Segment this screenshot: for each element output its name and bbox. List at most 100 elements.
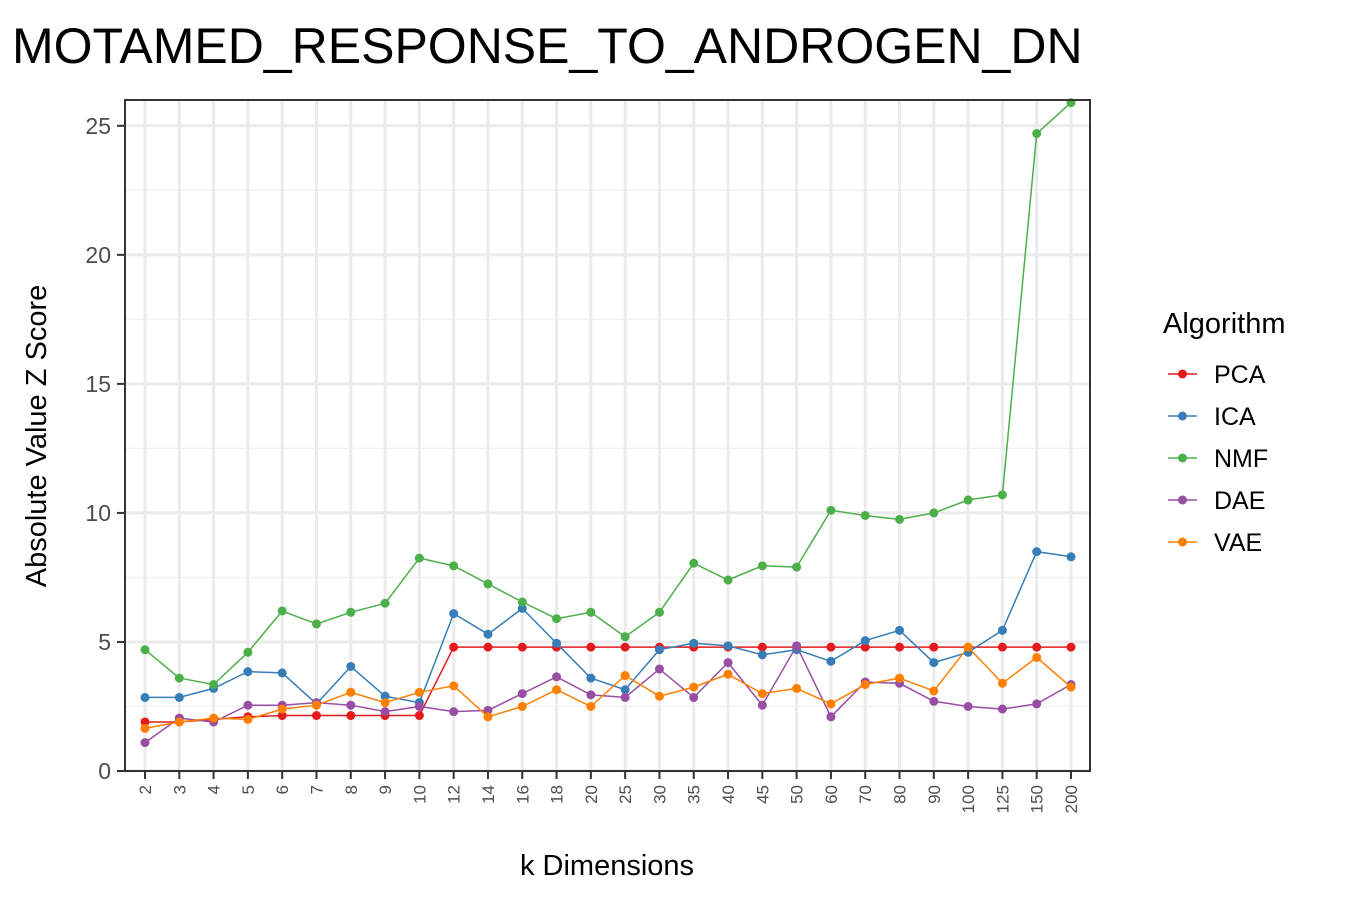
data-point-ica	[552, 638, 562, 648]
data-point-pca	[620, 642, 630, 652]
data-point-dae	[586, 690, 596, 700]
x-tick-label: 40	[719, 785, 738, 804]
data-point-dae	[414, 701, 424, 711]
data-point-nmf	[963, 495, 973, 505]
x-tick-label: 25	[616, 785, 635, 804]
data-point-ica	[757, 650, 767, 660]
data-point-vae	[414, 687, 424, 697]
x-tick-label: 12	[445, 785, 464, 804]
data-point-ica	[243, 667, 253, 677]
data-point-nmf	[997, 490, 1007, 500]
data-point-ica	[1066, 552, 1076, 562]
x-tick-label: 100	[959, 785, 978, 813]
x-tick-label: 8	[342, 785, 361, 794]
y-axis-title: Absolute Value Z Score	[21, 285, 53, 588]
data-point-nmf	[792, 562, 802, 572]
data-point-ica	[997, 625, 1007, 635]
data-point-ica	[689, 638, 699, 648]
data-point-dae	[517, 689, 527, 699]
x-tick-label: 60	[822, 785, 841, 804]
legend-label: DAE	[1214, 487, 1265, 515]
data-point-vae	[483, 712, 493, 722]
data-point-pca	[346, 711, 356, 721]
series-line-ica	[145, 550, 1072, 705]
series-line-nmf	[144, 102, 1072, 686]
x-tick-label: 14	[479, 785, 498, 804]
data-point-vae	[757, 689, 767, 699]
legend: Algorithm PCA ICA NMF DAE VAE	[1163, 308, 1286, 557]
data-point-nmf	[346, 607, 356, 617]
x-tick-label: 125	[993, 785, 1012, 813]
data-point-dae	[620, 692, 630, 702]
data-point-nmf	[483, 579, 493, 589]
data-point-nmf	[723, 575, 733, 585]
data-point-nmf	[860, 511, 870, 521]
legend-key-point	[1178, 411, 1187, 421]
data-point-nmf	[414, 553, 424, 563]
legend-label: PCA	[1214, 361, 1266, 389]
legend-label: VAE	[1214, 529, 1262, 557]
data-point-vae	[997, 678, 1007, 688]
data-point-ica	[346, 661, 356, 671]
data-point-ica	[1032, 547, 1042, 557]
x-tick-label: 9	[376, 785, 395, 794]
data-point-nmf	[311, 619, 321, 629]
data-point-vae	[1066, 682, 1076, 692]
data-point-nmf	[895, 514, 905, 524]
data-point-nmf	[826, 505, 836, 515]
chart-title: MOTAMED_RESPONSE_TO_ANDROGEN_DN	[12, 18, 1083, 74]
x-tick-label: 70	[856, 785, 875, 804]
legend-item-nmf: NMF	[1168, 445, 1268, 473]
data-point-vae	[346, 687, 356, 697]
data-point-nmf	[929, 508, 939, 518]
data-point-vae	[723, 669, 733, 679]
data-point-ica	[895, 625, 905, 635]
data-point-pca	[757, 642, 767, 652]
data-point-pca	[1032, 642, 1042, 652]
data-point-ica	[449, 609, 459, 619]
x-tick-label: 80	[891, 785, 910, 804]
data-point-vae	[209, 713, 219, 723]
data-point-nmf	[689, 558, 699, 568]
x-tick-label: 4	[205, 785, 224, 794]
data-point-ica	[483, 629, 493, 639]
data-point-vae	[826, 699, 836, 709]
x-tick-label: 6	[273, 785, 292, 794]
data-point-vae	[449, 681, 459, 691]
data-point-pca	[586, 642, 596, 652]
legend-item-vae: VAE	[1168, 529, 1262, 557]
legend-items: PCA ICA NMF DAE VAE	[1168, 361, 1268, 557]
x-tick-label: 3	[170, 785, 189, 794]
data-point-dae	[1032, 699, 1042, 709]
data-point-ica	[140, 692, 150, 702]
data-point-ica	[826, 656, 836, 666]
x-tick-label: 150	[1028, 785, 1047, 813]
data-point-dae	[654, 664, 664, 674]
data-point-vae	[174, 717, 184, 727]
legend-key-point	[1178, 537, 1187, 547]
data-point-vae	[1032, 652, 1042, 662]
data-point-dae	[140, 738, 150, 748]
data-point-vae	[792, 683, 802, 693]
x-tick-label: 200	[1062, 785, 1081, 813]
data-point-nmf	[552, 614, 562, 624]
data-point-nmf	[277, 606, 287, 616]
data-point-dae	[723, 658, 733, 668]
data-point-nmf	[620, 632, 630, 642]
legend-title: Algorithm	[1163, 308, 1286, 340]
x-axis-title: k Dimensions	[520, 850, 694, 882]
data-point-dae	[483, 705, 493, 715]
legend-label: NMF	[1214, 445, 1268, 473]
data-point-ica	[723, 641, 733, 651]
data-point-vae	[277, 704, 287, 714]
data-point-dae	[380, 707, 390, 717]
data-point-dae	[449, 707, 459, 717]
data-point-ica	[654, 645, 664, 655]
data-point-pca	[277, 711, 287, 721]
x-tick-label: 45	[753, 785, 772, 804]
data-point-vae	[895, 673, 905, 683]
series-line-dae	[144, 644, 1072, 744]
data-point-dae	[826, 712, 836, 722]
data-point-ica	[380, 691, 390, 701]
